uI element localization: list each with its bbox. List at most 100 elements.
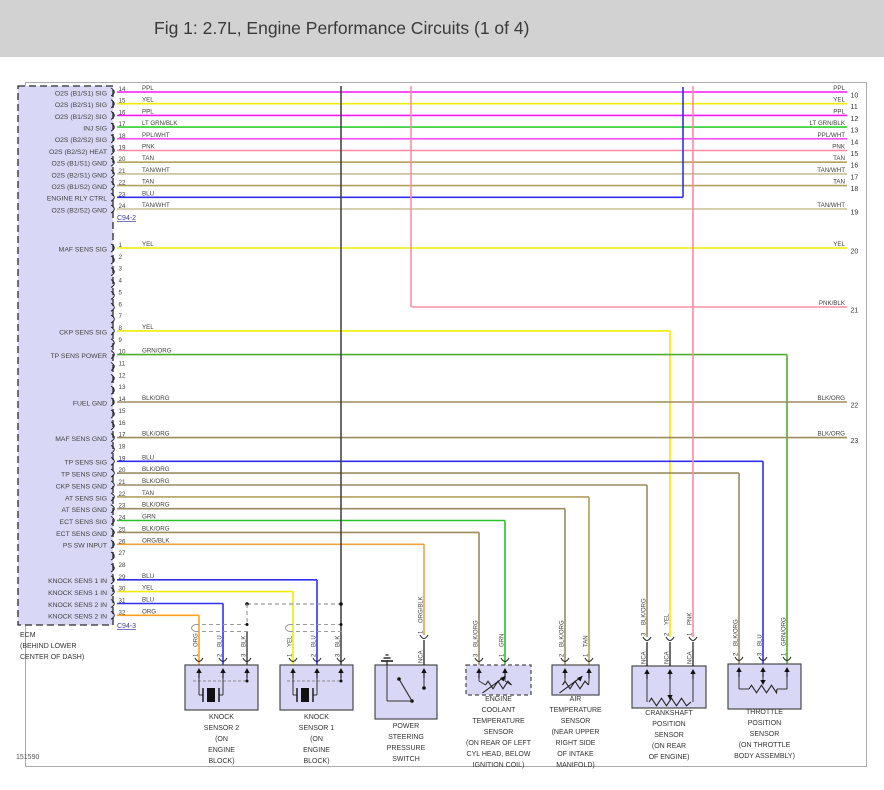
connector-bump — [312, 657, 322, 662]
ecm-pin-label: O2S (B1/S2) GND — [51, 184, 107, 191]
pin-bracket — [110, 444, 115, 454]
wire-color-label: BLU — [142, 573, 154, 580]
connector-bump — [242, 657, 252, 662]
pin-number: 13 — [119, 384, 126, 391]
wire-color-label: BLK/ORG — [817, 431, 845, 438]
arrowhead — [690, 669, 696, 674]
pin-bracket — [110, 326, 115, 336]
sensor-wire-color: GRN — [500, 634, 506, 647]
sensor-pin-number: 2 — [312, 653, 318, 657]
connector-bump — [218, 657, 228, 662]
sensor-caption: POSITION — [748, 720, 781, 727]
sensor-wire-color: BLK/ORG — [734, 619, 740, 646]
pin-number: 11 — [119, 361, 126, 368]
pin-number: 1 — [119, 242, 123, 249]
sensor-pin-number: 2 — [218, 653, 224, 657]
sensor-caption: TEMPERATURE — [472, 718, 525, 725]
sensor-caption: BODY ASSEMBLY) — [734, 753, 795, 760]
pin-number: 16 — [119, 420, 126, 427]
wire-color-label: TAN/WHT — [817, 202, 845, 209]
pin-bracket — [110, 587, 115, 597]
pin-bracket — [110, 338, 115, 348]
arrowhead — [290, 668, 296, 673]
ecm-pin-label: CKP SENS GND — [56, 483, 107, 490]
wire-color-label: ORG — [142, 608, 156, 615]
wire-color-label: PNK — [832, 144, 846, 151]
wire-color-label: TAN — [142, 490, 154, 497]
connector-bump — [734, 656, 744, 661]
ecm-pin-label: TP SENS GND — [61, 472, 107, 479]
junction-dot — [339, 679, 343, 683]
pin-number: 17 — [119, 121, 126, 128]
sensor-pin-number: 1 — [419, 630, 425, 634]
pin-bracket — [110, 99, 115, 109]
pin-number: 4 — [119, 278, 123, 285]
sensor-wire-color: YEL — [288, 635, 294, 647]
pin-bracket — [110, 279, 115, 289]
pin-number: 24 — [119, 203, 126, 210]
arrowhead — [586, 668, 592, 673]
pin-number: 23 — [119, 503, 126, 510]
pin-number: 21 — [119, 168, 126, 175]
ecm-name: (BEHIND LOWER — [20, 643, 76, 650]
pin-bracket — [110, 539, 115, 549]
pin-bracket — [110, 362, 115, 371]
piezo-element — [207, 688, 215, 702]
arrowhead — [784, 667, 790, 672]
ecm-box — [17, 85, 114, 626]
wire-color-label: BLK/ORG — [142, 502, 170, 509]
ecm-pin-label: FUEL GND — [73, 400, 107, 407]
ecm-pin-label: O2S (B2/S2) GND — [51, 207, 107, 214]
sensor-caption: SWITCH — [392, 756, 420, 763]
potentiometer-track — [748, 684, 778, 695]
arrowhead — [577, 676, 583, 682]
pin-bracket — [110, 146, 115, 155]
pin-bracket — [110, 192, 115, 202]
sensor-caption: SENSOR — [484, 729, 514, 736]
sensor-caption: PRESSURE — [387, 745, 426, 752]
sensor-pin-number: 3 — [474, 653, 480, 657]
pin-number: 9 — [119, 337, 123, 344]
wire-color-label: BLK/ORG — [142, 431, 170, 438]
wire-color-label: YEL — [142, 97, 154, 104]
wire-color-label: BLK/ORG — [142, 395, 170, 402]
wire-color-label: ORG/BLK — [142, 537, 170, 544]
arrowhead — [338, 668, 344, 673]
junction-dot — [397, 677, 401, 681]
sensor-caption: COOLANT — [482, 707, 517, 714]
sensor-caption: THROTTLE — [746, 709, 783, 716]
edge-tag: 17 — [851, 174, 859, 181]
pin-number: 15 — [119, 98, 126, 105]
pin-number: 31 — [119, 598, 126, 605]
wire-color-label: BLU — [142, 190, 154, 197]
wire-color-label: TAN — [833, 155, 845, 162]
nca-label: NCA — [688, 651, 694, 664]
wire-color-label: GRN/ORG — [142, 348, 172, 355]
arrowhead — [476, 668, 482, 673]
sensor-caption: TEMPERATURE — [549, 707, 602, 714]
arrowhead — [667, 669, 673, 674]
connector-bump — [642, 636, 652, 641]
wire-color-label: LT GRN/BLK — [142, 120, 178, 127]
wire-color-label: TAN — [833, 179, 845, 186]
sensor-caption: BLOCK) — [208, 758, 234, 765]
pin-bracket — [110, 314, 115, 324]
junction-dot — [245, 679, 249, 683]
sensor-pin-number: 1 — [288, 653, 294, 657]
connector-bump — [560, 657, 570, 662]
edge-tag: 13 — [851, 128, 859, 135]
sensor-caption: RIGHT SIDE — [556, 740, 596, 747]
sensor-caption: OF ENGINE) — [649, 754, 690, 761]
sensor-caption: (ON — [215, 736, 228, 743]
pin-bracket — [110, 87, 115, 97]
ecm-pin-label: O2S (B2/S1) GND — [51, 172, 107, 179]
pin-number: 21 — [119, 479, 126, 486]
sensor-wire-color: BLU — [758, 634, 764, 646]
engine-coolant-temperature-sensor-box — [465, 664, 532, 696]
ecm-pin-label: KNOCK SENS 2 IN — [48, 614, 107, 621]
wire-color-label: YEL — [142, 585, 154, 592]
wire-color-label: PPL — [833, 85, 845, 92]
arrowhead — [314, 668, 320, 673]
sensor-wire-color: BLK/ORG — [474, 620, 480, 647]
sensor-pin-number: 3 — [336, 653, 342, 657]
